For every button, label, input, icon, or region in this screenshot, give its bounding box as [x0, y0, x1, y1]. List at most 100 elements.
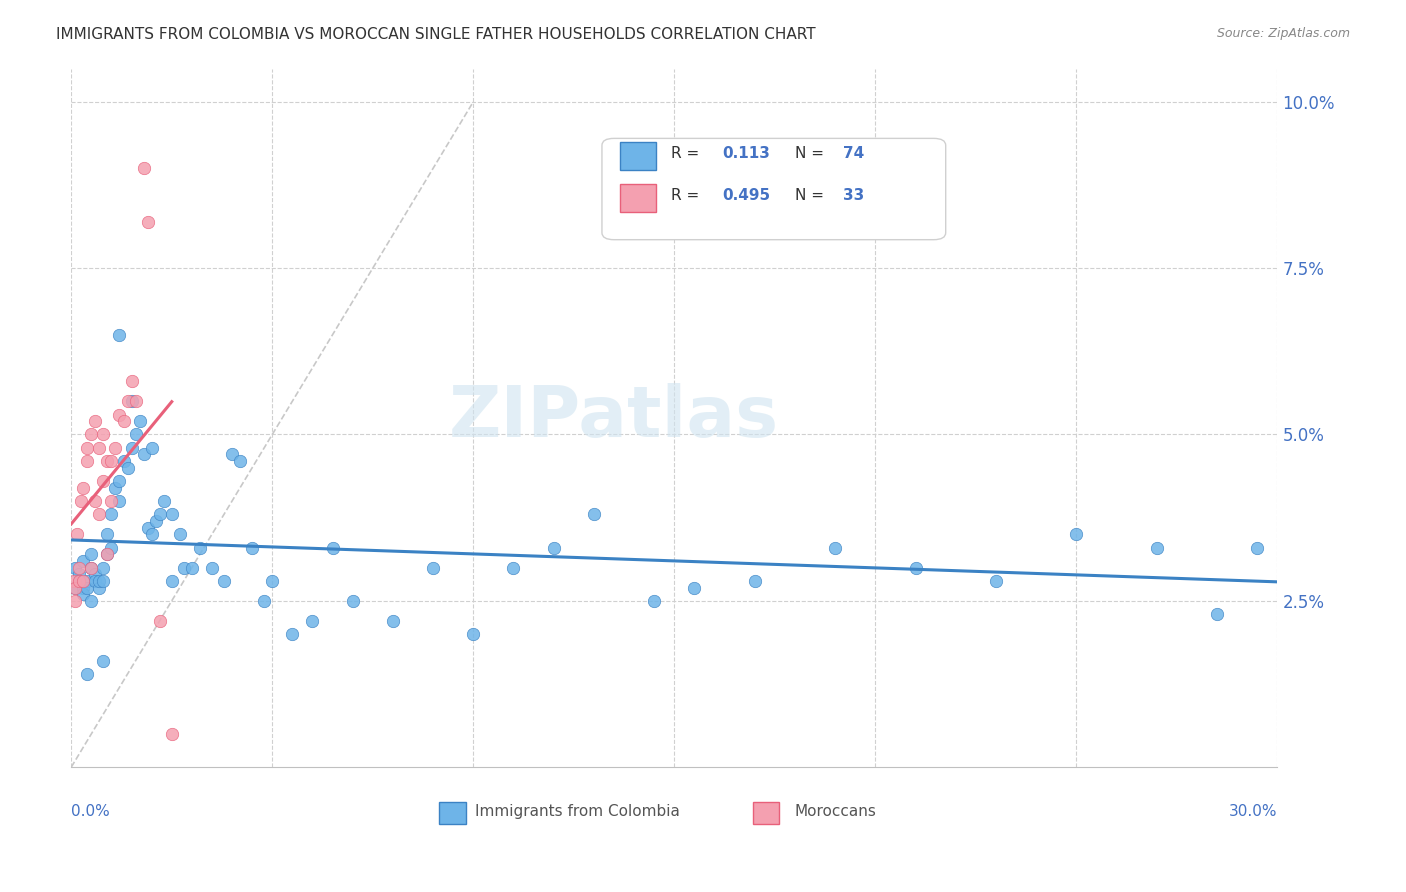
Point: [96, 454, 118, 468]
Point: [502, 560, 524, 574]
Point: [100, 541, 122, 555]
Point: [76, 454, 98, 468]
Point: [93, 427, 115, 442]
Point: [93, 654, 115, 668]
Point: [342, 594, 364, 608]
Point: [96, 527, 118, 541]
Point: [80, 560, 103, 574]
Bar: [620, 142, 657, 169]
Point: [188, 541, 211, 555]
Point: [1246, 541, 1268, 555]
Point: [89, 581, 111, 595]
Point: [93, 560, 115, 574]
Text: 0.495: 0.495: [723, 188, 770, 203]
Point: [322, 541, 344, 555]
Point: [149, 614, 172, 628]
Point: [121, 441, 143, 455]
Point: [160, 574, 183, 588]
Point: [824, 541, 846, 555]
Point: [124, 427, 146, 442]
Point: [72, 481, 94, 495]
Text: Moroccans: Moroccans: [794, 804, 877, 819]
Point: [128, 414, 150, 428]
Point: [72, 554, 94, 568]
Point: [89, 508, 111, 522]
Point: [132, 447, 155, 461]
Text: IMMIGRANTS FROM COLOMBIA VS MOROCCAN SINGLE FATHER HOUSEHOLDS CORRELATION CHART: IMMIGRANTS FROM COLOMBIA VS MOROCCAN SIN…: [56, 27, 815, 42]
Point: [145, 514, 167, 528]
Point: [169, 527, 191, 541]
Point: [84, 574, 107, 588]
Text: 0.0%: 0.0%: [72, 804, 110, 819]
Point: [93, 474, 115, 488]
Point: [381, 614, 404, 628]
Point: [121, 394, 143, 409]
Point: [66, 527, 89, 541]
Point: [281, 627, 304, 641]
Point: [422, 560, 444, 574]
Point: [96, 547, 118, 561]
Point: [173, 560, 195, 574]
Point: [108, 474, 131, 488]
Point: [124, 394, 146, 409]
Text: 33: 33: [844, 188, 865, 203]
Point: [136, 521, 159, 535]
Point: [1206, 607, 1229, 621]
Text: R =: R =: [671, 188, 699, 203]
Point: [984, 574, 1007, 588]
Point: [65, 560, 87, 574]
Point: [262, 574, 284, 588]
Point: [141, 441, 163, 455]
Point: [65, 581, 87, 595]
Point: [141, 527, 163, 541]
Text: 74: 74: [844, 146, 865, 161]
Point: [152, 494, 174, 508]
Point: [117, 460, 139, 475]
Point: [84, 494, 107, 508]
Point: [643, 594, 665, 608]
Point: [84, 567, 107, 582]
Point: [67, 567, 90, 582]
Bar: [620, 184, 657, 211]
Point: [201, 560, 224, 574]
Bar: [439, 802, 465, 824]
Point: [180, 560, 202, 574]
Point: [72, 574, 94, 588]
Text: Immigrants from Colombia: Immigrants from Colombia: [475, 804, 681, 819]
Point: [744, 574, 766, 588]
Point: [543, 541, 565, 555]
Point: [65, 581, 87, 595]
Bar: [752, 802, 779, 824]
Point: [1066, 527, 1088, 541]
Text: N =: N =: [794, 146, 824, 161]
Point: [221, 447, 243, 461]
FancyBboxPatch shape: [602, 138, 946, 240]
Point: [70, 494, 93, 508]
Point: [683, 581, 706, 595]
Point: [112, 414, 135, 428]
Text: R =: R =: [671, 146, 699, 161]
Point: [72, 581, 94, 595]
Text: Source: ZipAtlas.com: Source: ZipAtlas.com: [1216, 27, 1350, 40]
Text: ZIPatlas: ZIPatlas: [449, 384, 779, 452]
Point: [89, 441, 111, 455]
Point: [76, 441, 98, 455]
Point: [80, 427, 103, 442]
Point: [108, 408, 131, 422]
Point: [108, 494, 131, 508]
Point: [212, 574, 235, 588]
Point: [72, 587, 94, 601]
Point: [117, 394, 139, 409]
Point: [253, 594, 276, 608]
Point: [104, 441, 127, 455]
Point: [121, 374, 143, 388]
Point: [132, 161, 155, 176]
Point: [67, 560, 90, 574]
Point: [67, 574, 90, 588]
Point: [63, 574, 86, 588]
Text: N =: N =: [794, 188, 824, 203]
Point: [904, 560, 927, 574]
Point: [84, 414, 107, 428]
Point: [301, 614, 323, 628]
Point: [1146, 541, 1168, 555]
